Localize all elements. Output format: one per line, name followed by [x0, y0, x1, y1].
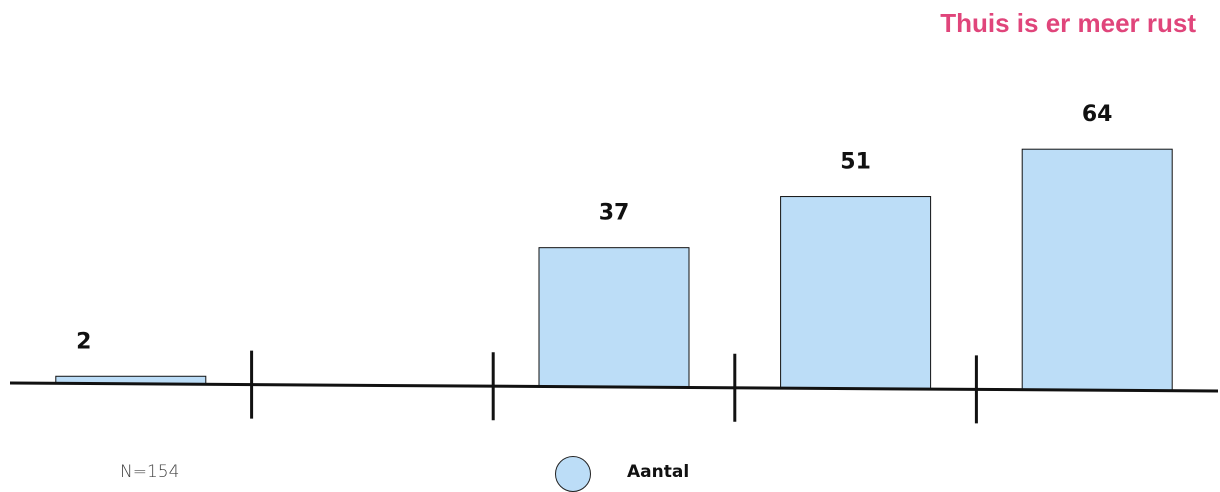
- x-axis-line: [9, 381, 1219, 393]
- bar-3: [780, 196, 932, 390]
- legend-swatch: [555, 456, 591, 492]
- data-label-4: 64: [1082, 102, 1113, 127]
- data-label-2: 37: [599, 201, 630, 226]
- sample-size-label: N=154: [120, 462, 180, 482]
- legend-label: Aantal: [627, 462, 690, 482]
- bar-4: [1021, 148, 1173, 391]
- data-label-3: 51: [840, 150, 871, 175]
- bar-2: [538, 247, 690, 388]
- bar-chart: 2 37 51 64: [9, 102, 1219, 424]
- chart-title: Thuis is er meer rust: [940, 8, 1196, 38]
- data-label-0: 2: [76, 329, 91, 354]
